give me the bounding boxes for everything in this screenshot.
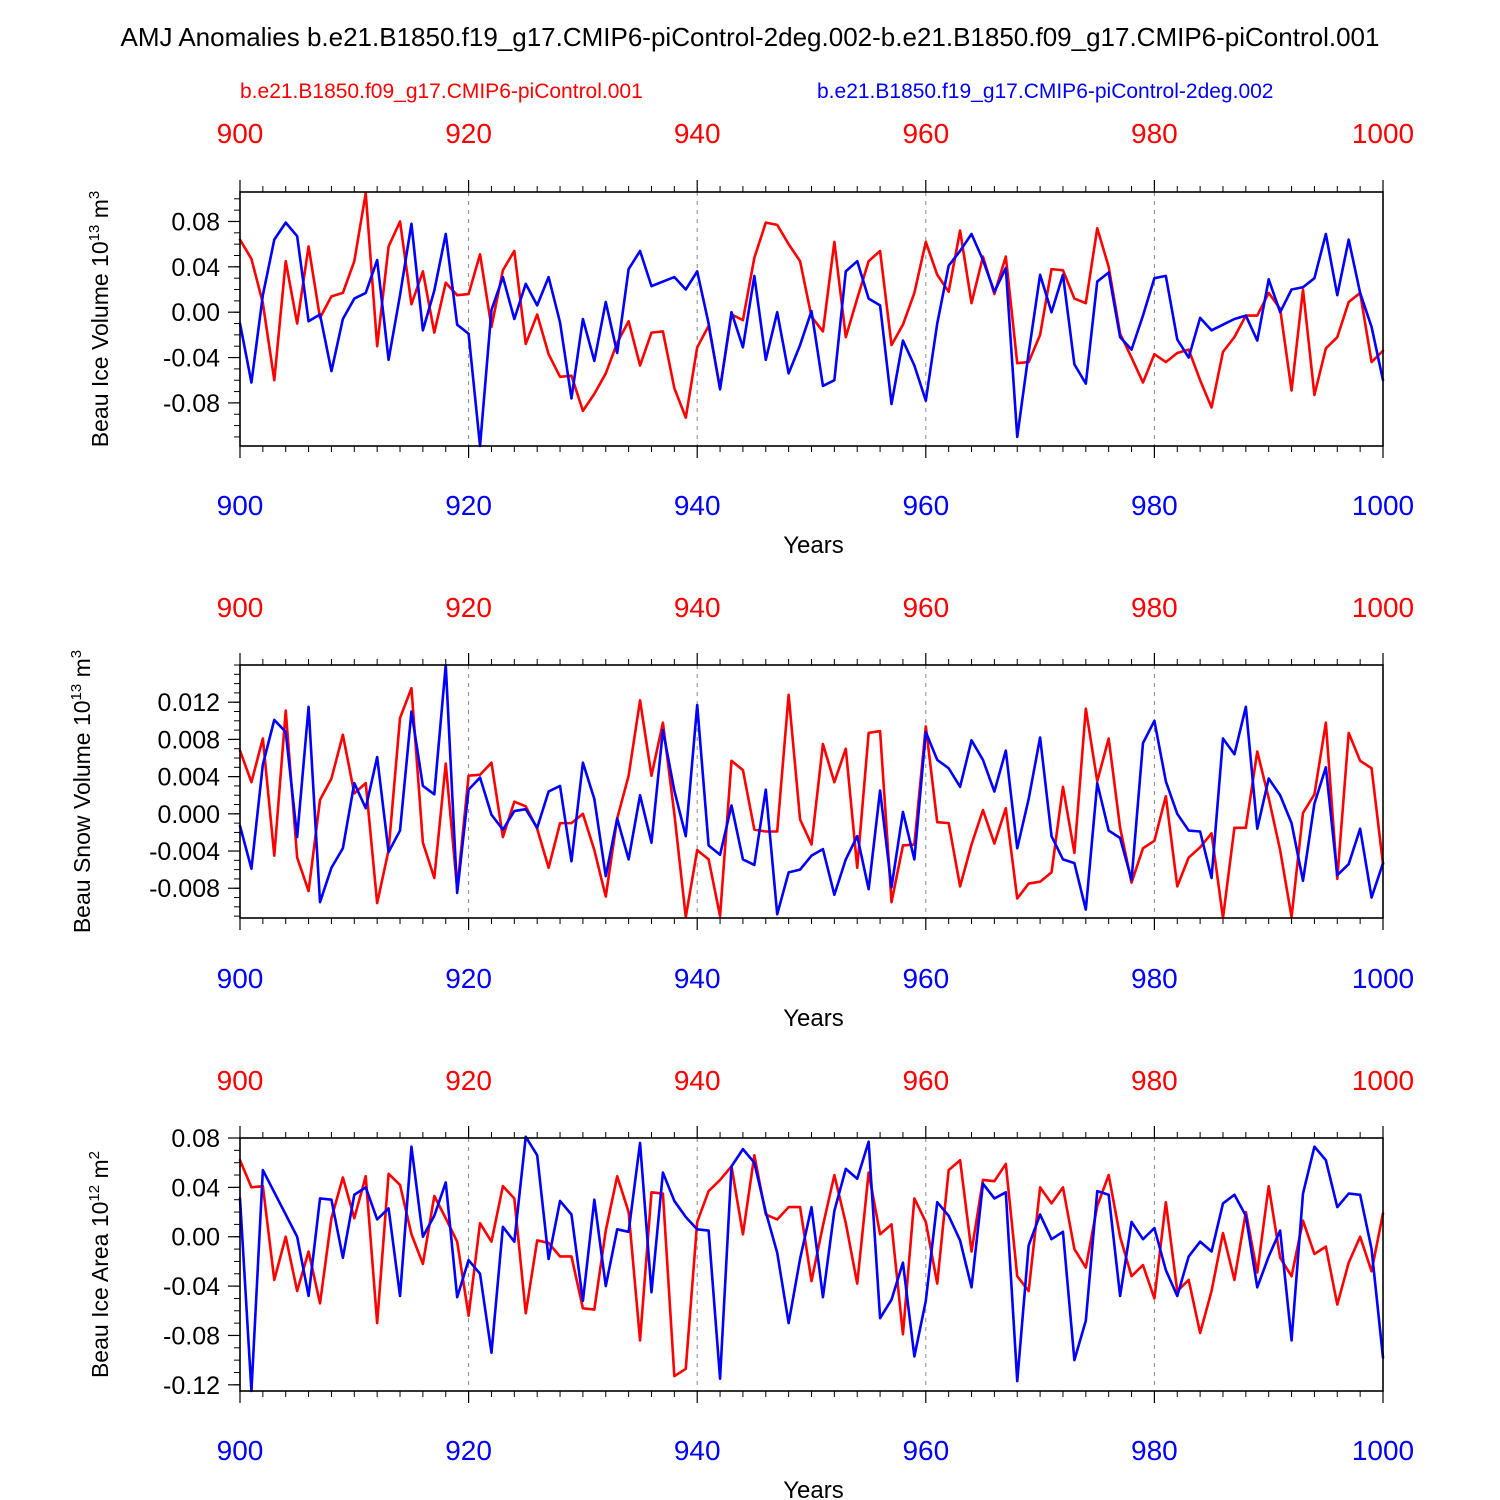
y-tick-label: 0.08 xyxy=(171,208,220,236)
y-tick-label: -0.04 xyxy=(163,345,220,373)
x-tick-label-top: 1000 xyxy=(1352,592,1414,623)
x-tick-label-top: 980 xyxy=(1131,592,1178,623)
x-axis-label: Years xyxy=(783,1005,844,1032)
y-tick-label: 0.008 xyxy=(157,726,220,754)
chart-snow-volume: -0.008 -0.004 0.000 0.004 0.008 0.012 900 900 92… xyxy=(68,592,1414,1032)
y-axis-label-part: 3 xyxy=(86,191,103,199)
y-tick-label: -0.008 xyxy=(149,875,220,903)
x-tick-label-top: 1000 xyxy=(1352,1065,1414,1096)
x-tick-label-top: 960 xyxy=(902,118,949,149)
y-tick-label: -0.08 xyxy=(163,390,220,418)
series-line-f19 xyxy=(238,663,1385,916)
y-axis-label-part: m xyxy=(87,1159,113,1185)
y-tick-label: 0.04 xyxy=(171,254,220,282)
y-axis-label-part: 3 xyxy=(68,650,85,658)
x-tick-label-bottom: 1000 xyxy=(1352,490,1414,521)
y-tick-label: -0.08 xyxy=(163,1322,220,1350)
x-tick-label-bottom: 920 xyxy=(445,963,492,994)
x-tick-label-bottom: 1000 xyxy=(1352,1435,1414,1466)
y-axis-label-part: m xyxy=(87,199,113,225)
y-axis-label: Beau Snow Volume 1013 m3 xyxy=(68,650,95,933)
y-tick-label: -0.12 xyxy=(163,1372,220,1400)
plot-frame xyxy=(239,1137,1384,1392)
x-tick-label-bottom: 900 xyxy=(217,1435,264,1466)
x-tick-label-top: 960 xyxy=(902,1065,949,1096)
x-tick-label-bottom: 960 xyxy=(902,1435,949,1466)
x-tick-label-top: 940 xyxy=(674,592,721,623)
y-tick-label: -0.04 xyxy=(163,1273,220,1301)
x-tick-label-bottom: 960 xyxy=(902,963,949,994)
x-tick-label-bottom: 1000 xyxy=(1352,963,1414,994)
x-tick-label-top: 900 xyxy=(217,592,264,623)
y-tick-label: 0.04 xyxy=(171,1174,220,1202)
x-tick-label-bottom: 960 xyxy=(902,490,949,521)
x-tick-label-bottom: 920 xyxy=(445,490,492,521)
x-tick-label-bottom: 940 xyxy=(674,963,721,994)
chart-ice-volume: -0.08 -0.04 0.00 0.04 0.08 900 900 920 920 940 940… xyxy=(86,118,1414,559)
y-axis-label-part: 2 xyxy=(86,1151,103,1159)
series-line-f09 xyxy=(238,1153,1385,1378)
x-axis-label: Years xyxy=(783,1477,844,1500)
x-tick-label-bottom: 900 xyxy=(217,963,264,994)
x-tick-label-bottom: 920 xyxy=(445,1435,492,1466)
x-tick-label-top: 920 xyxy=(445,592,492,623)
y-axis-label-part: m xyxy=(69,658,95,684)
y-axis-label-part: Beau Ice Volume 10 xyxy=(87,241,113,447)
x-tick-label-top: 900 xyxy=(217,1065,264,1096)
x-tick-label-bottom: 940 xyxy=(674,1435,721,1466)
y-axis-label-part: Beau Snow Volume 10 xyxy=(69,700,95,933)
x-tick-label-top: 960 xyxy=(902,592,949,623)
plot-frame xyxy=(239,191,1384,447)
x-tick-label-top: 940 xyxy=(674,1065,721,1096)
page-title: AMJ Anomalies b.e21.B1850.f19_g17.CMIP6-… xyxy=(120,22,1380,52)
legend-label-f09: b.e21.B1850.f09_g17.CMIP6-piControl.001 xyxy=(240,80,643,103)
y-axis-label-part: 12 xyxy=(86,1185,103,1202)
y-axis-label-part: 13 xyxy=(86,225,103,242)
y-tick-label: 0.004 xyxy=(157,764,220,792)
y-tick-label: 0.00 xyxy=(171,299,220,327)
chart-ice-area: -0.12 -0.08 -0.04 0.00 0.04 0.08 900 900 920 920 9… xyxy=(86,1065,1414,1500)
x-tick-label-top: 920 xyxy=(445,1065,492,1096)
series-line-f09 xyxy=(238,686,1385,920)
y-tick-label: -0.004 xyxy=(149,838,220,866)
x-tick-label-top: 980 xyxy=(1131,1065,1178,1096)
y-axis-label: Beau Ice Area 1012 m2 xyxy=(86,1151,113,1378)
y-axis-label-part: 13 xyxy=(68,684,85,701)
y-tick-label: 0.012 xyxy=(157,689,220,717)
x-tick-label-top: 920 xyxy=(445,118,492,149)
plot-frame xyxy=(239,664,1384,919)
series-line-f19 xyxy=(238,1135,1385,1393)
x-tick-label-top: 900 xyxy=(217,118,264,149)
x-tick-label-bottom: 980 xyxy=(1131,1435,1178,1466)
x-tick-label-bottom: 900 xyxy=(217,490,264,521)
x-tick-label-top: 1000 xyxy=(1352,118,1414,149)
y-tick-label: 0.000 xyxy=(157,801,220,829)
x-tick-label-top: 980 xyxy=(1131,118,1178,149)
y-axis-label-part: Beau Ice Area 10 xyxy=(87,1202,113,1378)
y-tick-label: 0.00 xyxy=(171,1224,220,1252)
y-tick-label: 0.08 xyxy=(171,1125,220,1153)
x-axis-label: Years xyxy=(783,532,844,559)
x-tick-label-bottom: 940 xyxy=(674,490,721,521)
x-tick-label-bottom: 980 xyxy=(1131,963,1178,994)
x-tick-label-top: 940 xyxy=(674,118,721,149)
x-tick-label-bottom: 980 xyxy=(1131,490,1178,521)
y-axis-label: Beau Ice Volume 1013 m3 xyxy=(86,191,113,447)
legend-label-f19: b.e21.B1850.f19_g17.CMIP6-piControl-2deg… xyxy=(817,80,1274,103)
series-line-f19 xyxy=(238,221,1385,448)
